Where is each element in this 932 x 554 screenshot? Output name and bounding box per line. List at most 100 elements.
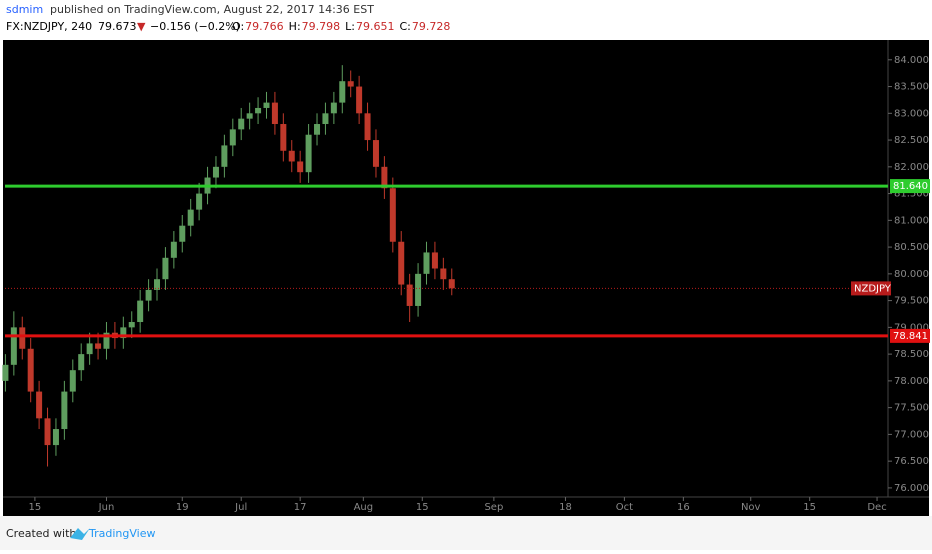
x-tick-label: 19 <box>176 502 189 513</box>
x-tick-label: Jun <box>98 502 115 513</box>
candle-body <box>440 268 447 280</box>
x-tick-label: 15 <box>416 502 429 513</box>
candle-body <box>61 391 68 430</box>
ohlc-value: 79.798 <box>302 20 341 33</box>
x-tick-label: Sep <box>484 502 503 513</box>
y-tick-label: 76.500 <box>894 456 929 467</box>
candle-body <box>297 161 304 173</box>
candle-body <box>263 102 270 108</box>
candle-body <box>406 284 413 306</box>
candle-body <box>69 370 76 392</box>
candle-body <box>364 113 371 141</box>
candle-body <box>44 418 51 446</box>
candle-body <box>255 107 262 114</box>
candle-body <box>229 129 236 146</box>
x-tick-label: 17 <box>294 502 307 513</box>
ohlc-label: O: <box>232 20 244 33</box>
y-tick-label: 78.500 <box>894 349 929 360</box>
candle-body <box>212 166 219 178</box>
y-tick-label: 78.000 <box>894 376 929 387</box>
candle-body <box>305 134 312 173</box>
candle-body <box>347 81 354 87</box>
footer-created: Created with <box>6 527 76 540</box>
x-tick-label: 18 <box>559 502 572 513</box>
tradingview-logo[interactable] <box>70 528 90 540</box>
candle-body <box>137 300 144 323</box>
level-label-bg <box>890 328 930 343</box>
candle-body <box>356 86 363 114</box>
level-label: 78.841 <box>893 331 928 342</box>
candle-body <box>27 348 34 392</box>
header-symbol: FX:NZDJPY, 240 <box>6 20 92 33</box>
header-change: −0.156 (−0.2%) <box>150 20 240 33</box>
last-label: NZDJPY <box>854 283 892 294</box>
x-tick-label: Oct <box>616 502 633 513</box>
y-tick-label: 79.500 <box>894 296 929 307</box>
candle-body <box>381 166 388 189</box>
y-tick-label: 81.000 <box>894 215 929 226</box>
candle-body <box>448 279 455 289</box>
candle-body <box>196 193 203 210</box>
footer-brand[interactable]: TradingView <box>88 527 155 540</box>
candle-body <box>86 343 93 355</box>
candle-body <box>36 391 43 419</box>
header-arrow: ▼ <box>137 20 146 33</box>
ohlc-value: 79.651 <box>356 20 395 33</box>
candle-body <box>187 209 194 226</box>
ohlc-label: C: <box>400 20 411 33</box>
level-label: 81.640 <box>893 181 928 192</box>
header-author[interactable]: sdmim <box>6 3 43 16</box>
y-tick-label: 80.500 <box>894 242 929 253</box>
y-tick-label: 83.500 <box>894 82 929 93</box>
y-tick-label: 77.500 <box>894 403 929 414</box>
candle-body <box>423 252 430 274</box>
y-tick-label: 76.000 <box>894 483 929 494</box>
candle-body <box>322 113 329 125</box>
candle-body <box>120 327 127 339</box>
last-label-bg <box>851 281 891 296</box>
candle-body <box>19 327 26 349</box>
candle-body <box>339 81 346 103</box>
footer <box>0 516 932 550</box>
candle-body <box>95 343 102 349</box>
candle-body <box>179 225 186 242</box>
candle-body <box>372 140 379 167</box>
level-label-bg <box>890 179 930 194</box>
ohlc-value: 79.766 <box>245 20 284 33</box>
candle-body <box>431 252 438 269</box>
x-tick-label: 16 <box>677 502 690 513</box>
x-tick-label: 15 <box>803 502 816 513</box>
x-tick-label: Jul <box>234 502 247 513</box>
y-tick-label: 77.000 <box>894 429 929 440</box>
x-tick-label: Nov <box>741 502 761 513</box>
candle-body <box>170 241 177 258</box>
x-tick-label: Dec <box>867 502 886 513</box>
candle-body <box>246 113 253 119</box>
ohlc-label: H: <box>289 20 301 33</box>
candle-body <box>280 124 287 151</box>
ohlc-value: 79.728 <box>412 20 451 33</box>
ohlc-label: L: <box>345 20 355 33</box>
candle-body <box>162 257 169 280</box>
candle-body <box>314 124 321 135</box>
candle-body <box>415 273 422 306</box>
candle-body <box>78 354 85 371</box>
candle-body <box>10 327 17 365</box>
x-tick-label: 15 <box>29 502 42 513</box>
header-price: 79.673 <box>98 20 137 33</box>
candle-body <box>221 145 228 167</box>
candle-body <box>330 102 337 114</box>
y-tick-label: 80.000 <box>894 269 929 280</box>
candle-body <box>128 322 135 328</box>
candle-body <box>398 241 405 285</box>
candle-body <box>238 118 245 130</box>
y-tick-label: 81.500 <box>894 189 929 200</box>
candle-body <box>271 102 278 125</box>
candle-body <box>2 364 9 381</box>
candle-body <box>288 150 295 162</box>
y-tick-label: 79.000 <box>894 322 929 333</box>
x-tick-label: Aug <box>354 502 374 513</box>
header-published: published on TradingView.com, August 22,… <box>50 3 374 16</box>
y-tick-label: 82.000 <box>894 162 929 173</box>
